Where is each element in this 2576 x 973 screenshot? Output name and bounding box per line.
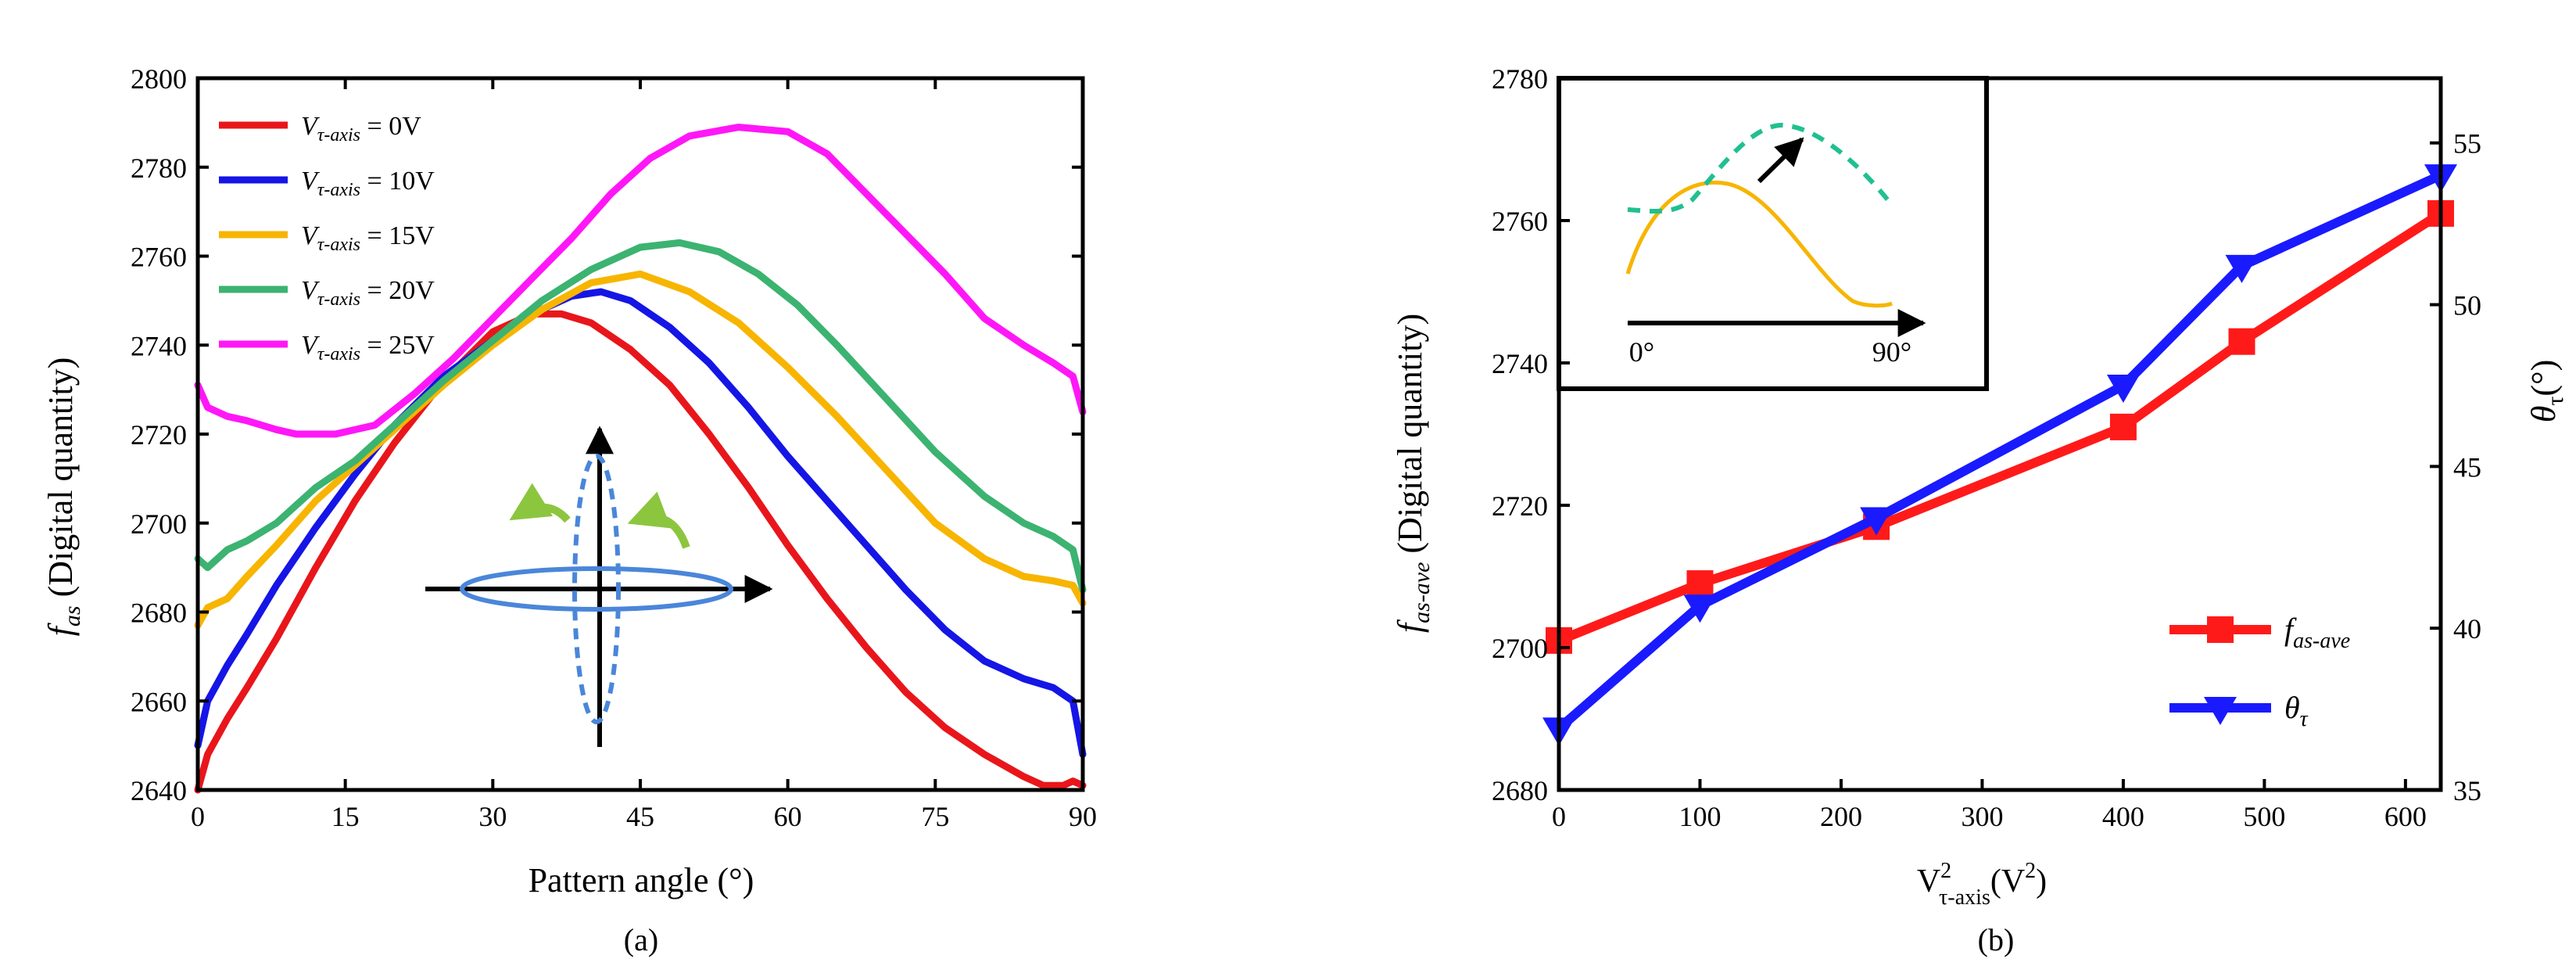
panel-a-xlabel: Pattern angle (°)	[528, 861, 754, 899]
panel-b: 0° 90° fas-ave θτ 0 100 200 300 400 500 600 2680…	[1391, 63, 2568, 957]
panel-a-xtick-label-1: 15	[331, 801, 360, 832]
panel-b-series-line-1	[1556, 171, 2443, 732]
panel-a-ytick-label-7: 2780	[131, 153, 187, 184]
panel-b-xtick-label-4: 400	[2102, 801, 2144, 832]
inset-shift-arrow	[1757, 137, 1804, 184]
panel-b-xtick-label-3: 300	[1961, 801, 2003, 832]
panel-a-xtick-label-0: 0	[191, 801, 205, 832]
panel-b-plot-frame	[1557, 76, 2443, 792]
panel-a-xtick-label-3: 45	[626, 801, 654, 832]
panel-b-point-square-4	[2228, 328, 2255, 355]
panel-b-y2label-main: θ	[2524, 406, 2563, 423]
panel-b-y2tick-label-3: 50	[2453, 290, 2481, 321]
panel-b-xlabel: V2 τ-axis(V2)	[1917, 859, 2047, 910]
inset-end-label: 90°	[1872, 336, 1911, 368]
panel-b-ytick-label-1: 2700	[1492, 633, 1548, 664]
panel-b-ytick-label-2: 2720	[1492, 490, 1548, 522]
panel-b-ylabel: fas-ave (Digital quantity)	[1391, 314, 1435, 633]
panel-b-legend-marker-0	[2207, 616, 2234, 643]
panel-b-xlabel-close: )	[2036, 863, 2047, 899]
panel-b-y2tick-label-1: 40	[2453, 613, 2481, 644]
panel-b-xlabel-main: V	[1917, 863, 1940, 899]
panel-b-series-line-0	[1557, 209, 2444, 645]
panel-b-inset: 0° 90°	[1557, 76, 1989, 391]
panel-b-xtick-label-0: 0	[1552, 801, 1566, 832]
panel-b-xlabel-sub: τ-axis	[1939, 885, 1990, 910]
panel-a-ylabel-rest: (Digital quantity)	[41, 357, 80, 606]
panel-a-legend-label-4: Vτ-axis = 25V	[301, 331, 435, 364]
panel-a-label: (a)	[624, 922, 658, 957]
panel-a-ytick-label-2: 2680	[131, 598, 187, 629]
panel-a-ytick-label-4: 2720	[131, 419, 187, 451]
panel-a-xtick-label-6: 90	[1069, 801, 1097, 832]
panel-b-xtick-label-6: 600	[2384, 801, 2427, 832]
panel-a-ylabel: fas (Digital quantity)	[41, 357, 85, 637]
panel-b-xtick-label-5: 500	[2243, 801, 2285, 832]
panel-a-ytick-label-6: 2760	[131, 242, 187, 273]
panel-b-point-triangle-1	[1683, 594, 1717, 623]
panel-b-ytick-label-5: 2780	[1492, 63, 1548, 95]
panel-b-label: (b)	[1978, 922, 2015, 957]
panel-b-y2tick-label-0: 35	[2453, 775, 2481, 806]
panel-b-xlabel-rest: (V	[1990, 863, 2025, 899]
panel-a-series-line-2	[194, 270, 1087, 630]
panel-a: Vτ-axis = 0V Vτ-axis = 10V Vτ-axis = 15V Vτ…	[41, 63, 1097, 957]
sketch-vertical-ellipse	[572, 454, 621, 724]
panel-b-y2label: θτ(°)	[2524, 360, 2568, 423]
panel-b-ylabel-rest: (Digital quantity)	[1391, 314, 1429, 562]
sketch-rotate-arrow-right	[627, 491, 690, 549]
panel-b-point-triangle-4	[2225, 254, 2259, 283]
panel-b-ytick-label-0: 2680	[1492, 775, 1548, 806]
panel-a-series-line-0	[194, 310, 1087, 794]
panel-b-y2tick-label-2: 45	[2453, 451, 2481, 483]
inset-start-label: 0°	[1629, 336, 1654, 368]
panel-b-point-square-1	[1686, 570, 1714, 598]
sketch-rotate-arrow-left	[509, 483, 571, 523]
panel-a-legend: Vτ-axis = 0V Vτ-axis = 10V Vτ-axis = 15V Vτ…	[219, 112, 435, 364]
panel-a-axes: 0 15 30 45 60 75 90 2640 2660 2680 2700 2720 2740 276…	[131, 63, 1097, 832]
panel-b-series-group	[1542, 164, 2457, 746]
panel-b-legend-label-1: θτ	[2284, 690, 2309, 731]
panel-a-series-line-1	[194, 288, 1087, 758]
panel-a-xtick-label-2: 30	[478, 801, 507, 832]
panel-b-legend-label-0: fas-ave	[2284, 612, 2350, 653]
inset-solid-curve	[1625, 180, 1893, 308]
panel-b-axes: 0 100 200 300 400 500 600 2680 2700 2720 2740 2760 2…	[1492, 63, 2481, 832]
panel-a-legend-label-0: Vτ-axis = 0V	[301, 112, 421, 145]
panel-a-ellipse-sketch	[425, 425, 773, 747]
panel-b-ylabel-sub: as-ave	[1409, 562, 1435, 623]
panel-a-legend-label-3: Vτ-axis = 20V	[301, 276, 435, 310]
panel-b-xlabel-sup: 2	[1940, 859, 1951, 883]
panel-a-xtick-label-4: 60	[774, 801, 802, 832]
sketch-horizontal-ellipse	[460, 566, 733, 612]
panel-b-xtick-label-1: 100	[1679, 801, 1721, 832]
panel-a-legend-label-1: Vτ-axis = 10V	[301, 167, 435, 200]
panel-b-xlabel-rest-sup: 2	[2025, 859, 2036, 883]
panel-b-xtick-label-2: 200	[1820, 801, 1862, 832]
panel-b-point-triangle-2	[1860, 507, 1893, 536]
panel-b-legend: fas-ave θτ	[2169, 612, 2350, 731]
panel-a-series-group	[194, 124, 1087, 794]
panel-a-legend-label-2: Vτ-axis = 15V	[301, 221, 435, 255]
panel-b-y2tick-label-4: 55	[2453, 128, 2481, 160]
panel-a-ytick-label-1: 2660	[131, 686, 187, 717]
panel-a-series-line-4	[194, 124, 1087, 438]
panel-a-ytick-label-5: 2740	[131, 330, 187, 361]
panel-b-y2label-sub: τ	[2542, 397, 2568, 406]
panel-a-series-line-3	[194, 239, 1087, 594]
inset-dashed-curve	[1627, 122, 1894, 214]
panel-a-xtick-label-5: 75	[921, 801, 949, 832]
panel-b-y2label-rest: (°)	[2524, 360, 2563, 397]
panel-a-ylabel-sub: as	[59, 605, 85, 627]
panel-a-ytick-label-3: 2700	[131, 508, 187, 540]
panel-b-ytick-label-3: 2740	[1492, 348, 1548, 379]
panel-b-point-square-3	[2109, 413, 2137, 440]
panel-b-legend-marker-1	[2204, 697, 2237, 725]
panel-a-ytick-label-8: 2800	[131, 63, 187, 95]
panel-b-ytick-label-4: 2760	[1492, 206, 1548, 237]
panel-b-point-triangle-3	[2106, 374, 2140, 403]
panel-a-ytick-label-0: 2640	[131, 775, 187, 806]
